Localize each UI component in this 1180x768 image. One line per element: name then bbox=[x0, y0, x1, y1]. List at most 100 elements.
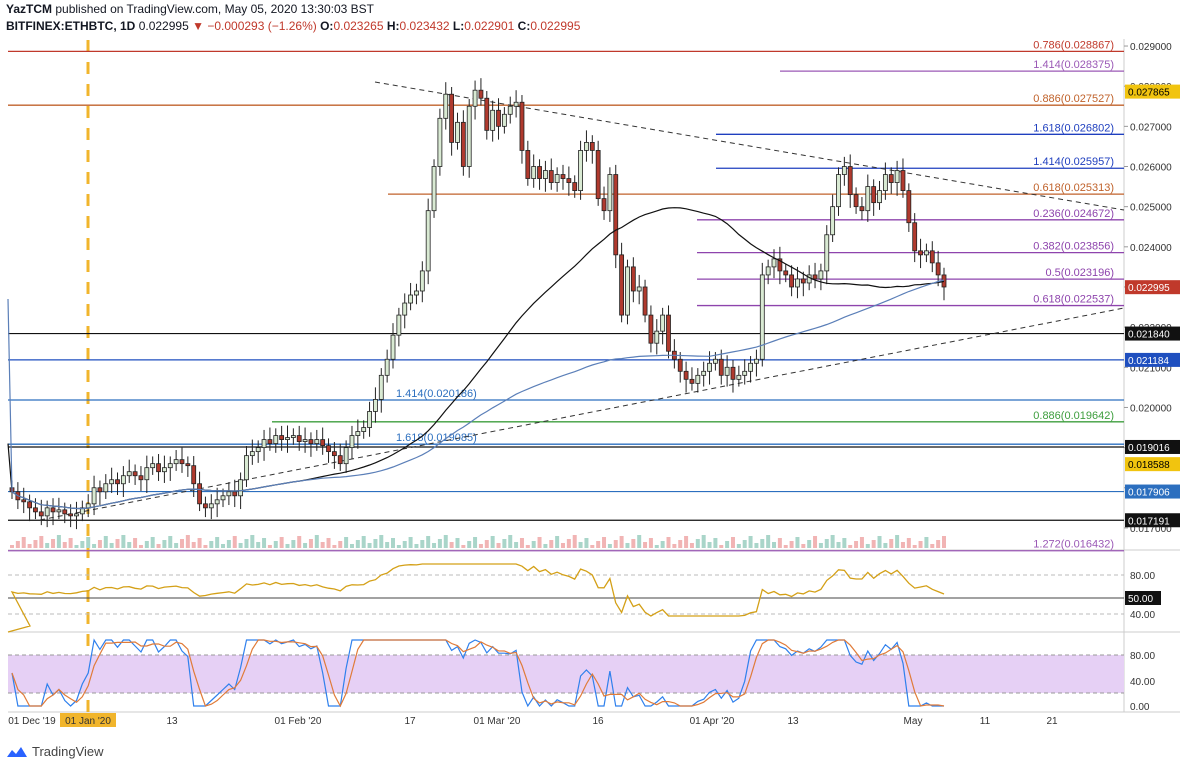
volume-bar bbox=[238, 543, 243, 548]
volume-bar bbox=[449, 542, 454, 548]
volume-bar bbox=[308, 539, 313, 548]
volume-bar bbox=[877, 536, 882, 548]
price-tag-bg bbox=[1125, 352, 1180, 367]
volume-bar bbox=[103, 536, 108, 548]
volume-bar bbox=[508, 535, 513, 548]
candle-body bbox=[918, 250, 923, 256]
volume-bar bbox=[121, 535, 126, 548]
price-axis-label: 0.029000 bbox=[1130, 42, 1172, 53]
candle-body bbox=[496, 109, 501, 127]
candle-body bbox=[642, 286, 648, 316]
volume-bar bbox=[379, 535, 384, 548]
volume-bar bbox=[836, 542, 841, 548]
candle-body bbox=[666, 314, 671, 352]
candle-body bbox=[425, 210, 431, 272]
price-tag-bg bbox=[1125, 439, 1180, 454]
time-axis-label: 11 bbox=[980, 716, 991, 727]
candle-body bbox=[578, 150, 583, 191]
volume-bar bbox=[807, 540, 812, 548]
fib-level-label: 0.786(0.028867) bbox=[1033, 39, 1114, 51]
volume-bar bbox=[707, 542, 712, 548]
candle-body bbox=[894, 170, 900, 183]
volume-bar bbox=[80, 541, 85, 548]
candle-body bbox=[349, 435, 355, 449]
candle-body bbox=[689, 378, 695, 384]
volume-bar bbox=[267, 545, 272, 548]
candle-body bbox=[455, 121, 460, 143]
candle-body bbox=[707, 362, 712, 372]
candle-body bbox=[396, 314, 402, 336]
candle-body bbox=[185, 463, 191, 467]
volume-bar bbox=[859, 537, 864, 548]
time-axis-label: 01 Apr '20 bbox=[690, 716, 735, 727]
candle-body bbox=[548, 170, 554, 183]
volume-bar bbox=[185, 535, 190, 548]
candle-body bbox=[79, 507, 85, 515]
candle-body bbox=[320, 439, 326, 446]
volume-bar bbox=[92, 544, 97, 548]
candle-body bbox=[296, 435, 302, 442]
volume-bar bbox=[285, 544, 290, 548]
time-axis-label: 13 bbox=[166, 716, 178, 727]
stoch-axis-label: 0.00 bbox=[1130, 702, 1150, 713]
close-label: C: bbox=[517, 19, 531, 33]
candle-body bbox=[800, 278, 806, 284]
volume-bar bbox=[97, 540, 102, 548]
volume-bar bbox=[555, 536, 560, 548]
volume-bar bbox=[303, 543, 308, 548]
author[interactable]: YazTCM bbox=[6, 2, 53, 16]
symbol[interactable]: BITFINEX:ETHBTC, 1D bbox=[6, 19, 136, 33]
price-tag-label: 0.021184 bbox=[1128, 356, 1169, 367]
candle-body bbox=[607, 174, 613, 212]
volume-bar bbox=[689, 543, 694, 548]
candle-body bbox=[414, 290, 419, 296]
volume-bar bbox=[502, 539, 507, 548]
candle-body bbox=[648, 314, 654, 344]
candle-body bbox=[560, 174, 566, 179]
candle-body bbox=[109, 479, 115, 485]
time-axis-label: 17 bbox=[404, 716, 416, 727]
candle-body bbox=[179, 459, 185, 465]
volume-bar bbox=[813, 536, 818, 548]
volume-bar bbox=[730, 537, 735, 548]
price-tag-label: 0.017906 bbox=[1128, 488, 1170, 499]
candle-body bbox=[308, 439, 314, 444]
volume-bar bbox=[830, 535, 835, 548]
candle-body bbox=[754, 358, 759, 364]
candle-body bbox=[220, 495, 226, 501]
volume-bar bbox=[367, 543, 372, 548]
candle-body bbox=[507, 105, 513, 115]
candle-body bbox=[935, 262, 941, 276]
candle-body bbox=[244, 455, 249, 481]
candle-body bbox=[906, 190, 912, 224]
candle-body bbox=[408, 294, 413, 304]
candle-body bbox=[56, 509, 62, 513]
close-value: 0.022995 bbox=[530, 19, 581, 33]
price-axis-label: 0.024000 bbox=[1130, 243, 1172, 254]
candle-body bbox=[929, 250, 935, 264]
volume-bar bbox=[45, 543, 50, 548]
candle-body bbox=[912, 222, 918, 252]
volume-bar bbox=[197, 538, 202, 548]
volume-bar bbox=[531, 541, 536, 548]
volume-bar bbox=[519, 538, 524, 548]
fib-level-label: 0.618(0.022537) bbox=[1033, 294, 1114, 306]
candle-body bbox=[701, 370, 707, 376]
candle-body bbox=[337, 455, 343, 465]
volume-bar bbox=[385, 542, 390, 548]
candle-body bbox=[267, 439, 273, 444]
candle-body bbox=[173, 459, 179, 465]
volume-bar bbox=[777, 538, 782, 548]
volume-bar bbox=[203, 545, 208, 548]
volume-bar bbox=[795, 537, 800, 548]
volume-bar bbox=[127, 542, 132, 548]
time-axis-label: 01 Feb '20 bbox=[275, 716, 322, 727]
volume-bar bbox=[654, 545, 659, 548]
candle-body bbox=[156, 463, 161, 473]
volume-bar bbox=[666, 537, 671, 548]
volume-bar bbox=[672, 544, 677, 548]
tradingview-logo[interactable]: TradingView bbox=[6, 744, 104, 759]
rsi-tag-bg bbox=[1125, 591, 1161, 605]
volume-bar bbox=[824, 539, 829, 548]
